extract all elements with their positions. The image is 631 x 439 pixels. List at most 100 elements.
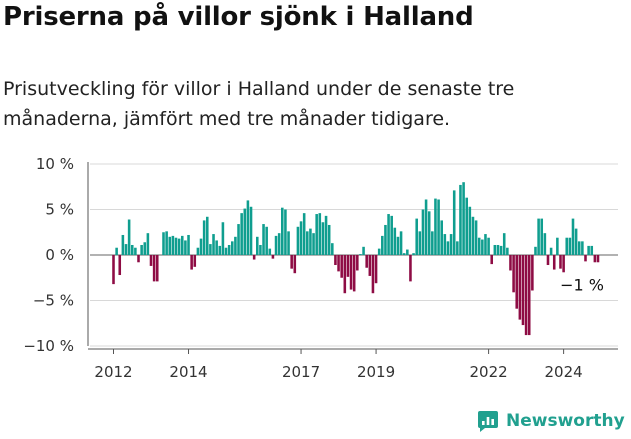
bar <box>552 255 556 270</box>
bar <box>224 247 228 255</box>
bar <box>587 245 590 255</box>
bar <box>121 234 125 255</box>
bar <box>246 200 250 255</box>
bar <box>524 255 528 336</box>
bar <box>437 199 440 255</box>
bar <box>487 237 490 255</box>
bar <box>590 245 594 255</box>
bar <box>256 236 259 255</box>
bar <box>312 233 315 255</box>
bar <box>146 233 150 255</box>
bar <box>390 215 393 255</box>
bar <box>140 244 143 255</box>
bar <box>377 248 381 255</box>
bar <box>365 255 368 268</box>
bar <box>112 255 115 285</box>
bar <box>306 231 309 255</box>
bar <box>284 209 287 255</box>
bar <box>502 233 506 255</box>
bar <box>199 238 203 255</box>
bar <box>196 247 200 255</box>
bar <box>190 255 193 270</box>
bar <box>577 241 581 255</box>
bar <box>349 255 353 290</box>
bar <box>493 244 497 255</box>
bar <box>546 255 550 266</box>
bar <box>302 213 306 255</box>
bar <box>296 226 300 255</box>
brand-name: Newsworthy <box>506 411 625 431</box>
bar <box>452 190 456 255</box>
y-tick-label: 5 % <box>45 201 74 219</box>
bar <box>362 246 365 255</box>
bar <box>562 255 565 273</box>
bar <box>202 220 206 255</box>
bar <box>381 235 384 255</box>
bar <box>371 255 375 294</box>
bar <box>574 228 578 255</box>
newsworthy-logo[interactable]: Newsworthy <box>476 409 625 433</box>
bar <box>462 182 465 255</box>
bar <box>318 213 322 255</box>
bar <box>384 224 387 255</box>
bar <box>230 241 234 255</box>
bar <box>215 240 218 255</box>
bar <box>315 214 318 255</box>
bar <box>434 198 437 255</box>
bar <box>431 231 434 255</box>
bar <box>265 226 268 255</box>
bar <box>262 224 265 255</box>
bar <box>287 231 290 255</box>
bar <box>537 218 540 255</box>
bar <box>268 248 272 255</box>
x-tick-label: 2014 <box>169 363 207 381</box>
bar <box>149 255 153 266</box>
bar <box>277 233 281 255</box>
bar <box>468 206 472 255</box>
bar <box>499 245 503 255</box>
bar <box>249 206 253 255</box>
bar <box>184 240 187 255</box>
bar <box>449 234 453 255</box>
bar <box>221 222 225 255</box>
bar <box>165 231 168 255</box>
bar <box>134 247 137 255</box>
bar <box>412 253 415 255</box>
bar <box>356 255 359 271</box>
bar <box>565 237 569 255</box>
bar <box>515 255 519 309</box>
bar <box>481 239 484 255</box>
bar <box>252 255 256 260</box>
bar <box>490 255 494 265</box>
bar <box>309 228 312 255</box>
bar <box>556 237 559 255</box>
bar <box>143 242 147 255</box>
bar <box>281 207 284 255</box>
bar <box>568 237 572 255</box>
newsworthy-chart-icon <box>478 411 498 432</box>
y-tick-label: 10 % <box>36 155 74 173</box>
bar <box>506 247 509 255</box>
bar <box>593 255 597 263</box>
bar <box>581 241 584 255</box>
bar <box>471 216 475 255</box>
bar <box>359 254 362 255</box>
chart-title: Priserna på villor sjönk i Halland <box>3 2 474 32</box>
bar <box>171 235 175 255</box>
bar <box>540 218 544 255</box>
bar <box>584 255 587 262</box>
x-tick-label: 2019 <box>357 363 395 381</box>
bar <box>352 255 356 292</box>
bar <box>193 255 197 267</box>
bar <box>518 255 522 320</box>
bar <box>259 244 262 255</box>
bar <box>531 255 534 291</box>
bar <box>496 244 500 255</box>
bar <box>465 197 468 255</box>
y-tick-label: 0 % <box>45 246 74 264</box>
bar <box>299 221 303 255</box>
bar <box>512 255 515 293</box>
bar <box>571 218 575 255</box>
bar <box>124 244 128 255</box>
bar <box>443 234 447 255</box>
